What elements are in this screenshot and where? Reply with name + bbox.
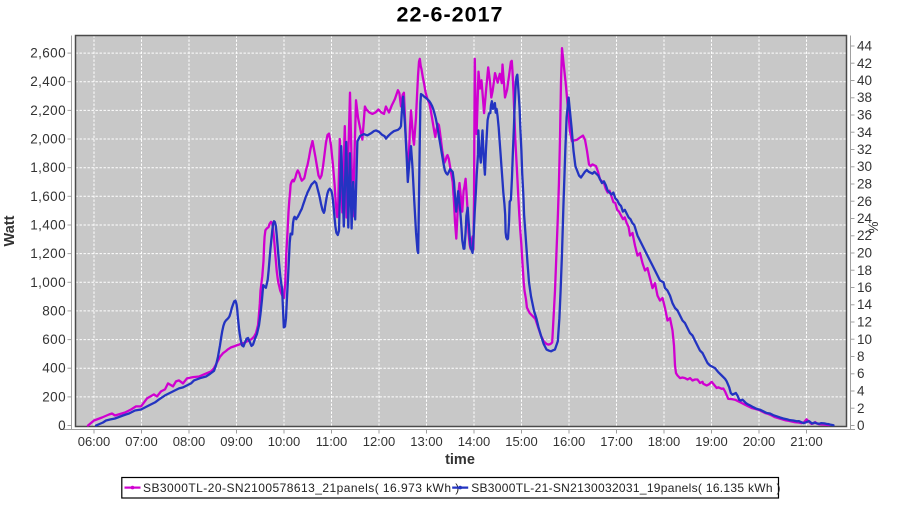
svg-text:21:00: 21:00: [790, 434, 823, 449]
svg-text:28: 28: [857, 177, 872, 192]
svg-text:16: 16: [857, 280, 872, 295]
svg-text:42: 42: [857, 56, 872, 71]
svg-text:time: time: [445, 452, 475, 468]
svg-text:10:00: 10:00: [268, 434, 301, 449]
svg-text:20: 20: [857, 246, 872, 261]
svg-text:06:00: 06:00: [78, 434, 111, 449]
svg-text:1,600: 1,600: [30, 189, 66, 204]
svg-text:20:00: 20:00: [743, 434, 776, 449]
svg-text:800: 800: [42, 303, 66, 318]
svg-text:24: 24: [857, 211, 873, 226]
svg-text:1,400: 1,400: [30, 218, 66, 233]
svg-text:08:00: 08:00: [173, 434, 206, 449]
svg-text:2,600: 2,600: [30, 46, 66, 61]
svg-text:0: 0: [58, 418, 66, 433]
svg-text:11:00: 11:00: [316, 434, 348, 449]
svg-text:14:00: 14:00: [458, 434, 491, 449]
svg-text:0: 0: [857, 418, 865, 433]
svg-text:38: 38: [857, 90, 872, 105]
svg-text:SB3000TL-21-SN2130032031_19pan: SB3000TL-21-SN2130032031_19panels( 16.13…: [471, 481, 781, 495]
svg-text:22-6-2017: 22-6-2017: [396, 3, 503, 27]
svg-text:14: 14: [857, 297, 873, 312]
svg-text:15:00: 15:00: [505, 434, 538, 449]
svg-text:26: 26: [857, 194, 872, 209]
svg-text:1,200: 1,200: [30, 246, 66, 261]
svg-text:13:00: 13:00: [410, 434, 443, 449]
svg-text:18: 18: [857, 263, 872, 278]
svg-text:2: 2: [857, 401, 865, 416]
svg-text:2,000: 2,000: [30, 132, 66, 147]
svg-text:17:00: 17:00: [600, 434, 633, 449]
svg-text:10: 10: [857, 332, 872, 347]
svg-text:22: 22: [857, 228, 872, 243]
svg-text:%: %: [866, 221, 881, 233]
svg-text:12:00: 12:00: [363, 434, 396, 449]
svg-text:2,400: 2,400: [30, 74, 66, 89]
svg-text:30: 30: [857, 159, 872, 174]
svg-text:36: 36: [857, 108, 872, 123]
svg-text:Watt: Watt: [2, 215, 18, 246]
svg-text:200: 200: [42, 389, 66, 404]
svg-text:16:00: 16:00: [553, 434, 586, 449]
svg-text:4: 4: [857, 384, 865, 399]
svg-text:1,000: 1,000: [30, 275, 66, 290]
svg-text:40: 40: [857, 73, 872, 88]
svg-text:07:00: 07:00: [125, 434, 158, 449]
svg-text:12: 12: [857, 315, 872, 330]
svg-text:44: 44: [857, 39, 873, 54]
svg-text:2,200: 2,200: [30, 103, 66, 118]
svg-text:SB3000TL-20-SN2100578613_21pan: SB3000TL-20-SN2100578613_21panels( 16.97…: [143, 481, 460, 495]
svg-text:6: 6: [857, 366, 865, 381]
svg-text:600: 600: [42, 332, 66, 347]
svg-text:8: 8: [857, 349, 865, 364]
svg-text:18:00: 18:00: [648, 434, 681, 449]
svg-text:32: 32: [857, 142, 872, 157]
svg-text:09:00: 09:00: [220, 434, 253, 449]
svg-text:400: 400: [42, 361, 66, 376]
svg-text:19:00: 19:00: [695, 434, 728, 449]
svg-text:34: 34: [857, 125, 873, 140]
svg-text:1,800: 1,800: [30, 160, 66, 175]
